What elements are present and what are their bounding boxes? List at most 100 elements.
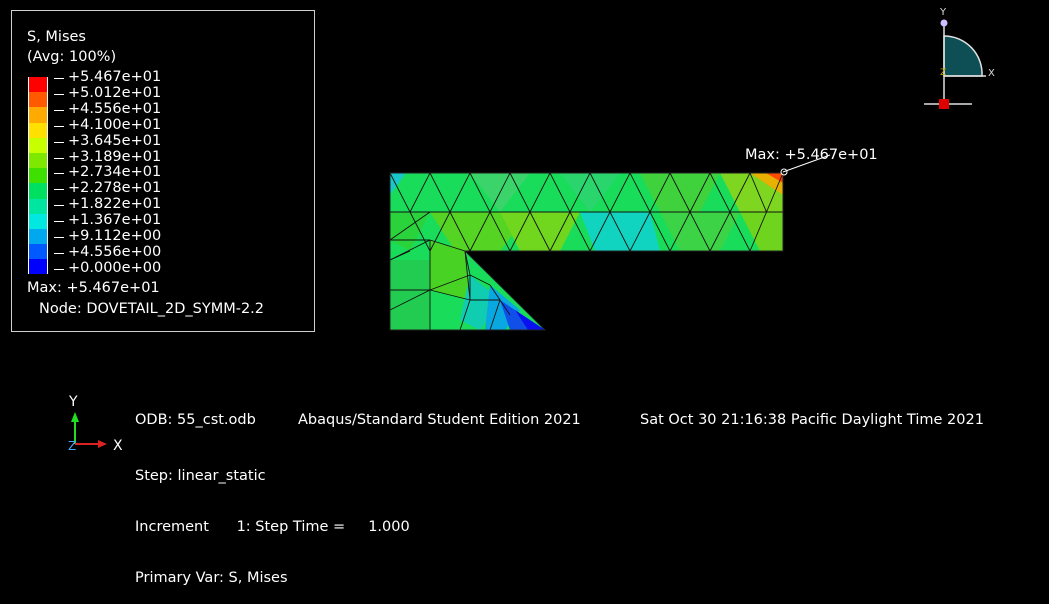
- mesh-edge: [569, 172, 591, 213]
- mesh-edge: [509, 172, 531, 213]
- color-bar-label: +4.556e+00: [54, 244, 161, 261]
- color-bar-label: +4.556e+01: [54, 101, 161, 118]
- svg-text:X: X: [988, 68, 995, 79]
- mesh-edge: [766, 172, 784, 213]
- color-bar-swatch: [28, 213, 48, 229]
- color-bar-label: +1.822e+01: [54, 196, 161, 213]
- mesh-edge: [389, 172, 411, 213]
- mesh-edge: [729, 211, 751, 252]
- mesh-edge: [469, 172, 491, 213]
- product-name: Abaqus/Standard Student Edition 2021: [298, 412, 581, 428]
- mesh-edge: [689, 172, 711, 213]
- product-info: Abaqus/Standard Student Edition 2021: [298, 412, 581, 429]
- mesh-edge: [489, 284, 501, 301]
- color-bar-labels: +5.467e+01 +5.012e+01 +4.556e+01 +4.100e+01…: [54, 69, 161, 277]
- legend-title: S, Mises: [27, 29, 86, 45]
- mesh-edge: [629, 172, 651, 213]
- mesh-edge: [469, 274, 491, 286]
- max-node-marker: [780, 168, 788, 176]
- color-bar-swatch: [28, 228, 48, 245]
- color-bar-swatch: [28, 137, 48, 153]
- color-bar-swatch: [28, 152, 48, 169]
- color-bar-label: +0.000e+00: [54, 260, 161, 277]
- mesh-edge: [589, 211, 611, 252]
- timestamp: Sat Oct 30 21:16:38 Pacific Daylight Tim…: [640, 412, 984, 428]
- mesh-edge: [649, 172, 671, 213]
- mesh-edge: [499, 299, 511, 316]
- mesh-edge: [589, 172, 611, 213]
- mesh-edge: [749, 211, 767, 252]
- mesh-edge: [469, 211, 491, 252]
- svg-text:Z: Z: [68, 439, 76, 453]
- color-bar: [28, 77, 48, 275]
- mesh-edge: [549, 172, 571, 213]
- step-name: Step: linear_static: [135, 468, 266, 484]
- mesh-edge: [464, 250, 471, 301]
- mesh-edge: [609, 172, 631, 213]
- global-coordinate-triad: Y X Z: [68, 394, 123, 454]
- mesh-edge: [429, 274, 471, 291]
- mesh-edge: [489, 299, 501, 331]
- color-bar-label: +1.367e+01: [54, 212, 161, 229]
- color-bar-swatch: [28, 107, 48, 123]
- mesh-edge: [549, 211, 571, 252]
- mesh-edge: [489, 211, 511, 252]
- color-bar-swatch: [28, 168, 48, 184]
- mesh-edge: [429, 211, 451, 252]
- svg-text:X: X: [113, 438, 123, 454]
- svg-text:Y: Y: [68, 394, 78, 410]
- svg-text:Z: Z: [940, 68, 946, 78]
- color-bar-swatch: [28, 77, 48, 93]
- mesh-edge: [449, 172, 471, 213]
- mesh-edge: [409, 172, 431, 213]
- color-bar-label: +9.112e+00: [54, 228, 161, 245]
- mesh-edges: [389, 172, 784, 331]
- svg-text:Y: Y: [939, 7, 947, 18]
- mesh-edge: [389, 289, 431, 311]
- step-info: Step: linear_static Increment 1: Step Ti…: [135, 434, 410, 604]
- mesh-edge: [449, 211, 471, 252]
- mesh-edge: [459, 299, 471, 331]
- mesh-edge: [409, 211, 431, 252]
- datetime-info: Sat Oct 30 21:16:38 Pacific Daylight Tim…: [640, 412, 984, 429]
- mesh-edge: [389, 250, 411, 261]
- mesh-edge: [709, 211, 731, 252]
- color-bar-label: +3.645e+01: [54, 133, 161, 150]
- mesh-edge: [569, 211, 591, 252]
- odb-name: ODB: 55_cst.odb: [135, 412, 256, 428]
- view-triad: Y X Z: [924, 7, 995, 109]
- max-leader-line: [782, 154, 831, 173]
- mesh-edge: [669, 172, 691, 213]
- mesh-edge: [529, 172, 551, 213]
- color-bar-swatch: [28, 92, 48, 108]
- symmetry-quadrant-icon: [943, 35, 983, 77]
- legend-max-node: Node: DOVETAIL_2D_SYMM-2.2: [39, 301, 265, 317]
- color-bar-swatch: [28, 122, 48, 138]
- mesh-edge: [389, 211, 431, 241]
- color-bar-swatch: [28, 183, 48, 199]
- color-bar-label: +5.012e+01: [54, 85, 161, 102]
- mesh-edge: [429, 239, 466, 252]
- color-bar-swatch: [28, 244, 48, 260]
- model-viewport[interactable]: [0, 0, 1049, 485]
- mesh-edge: [669, 211, 691, 252]
- mesh-edge: [489, 172, 511, 213]
- mesh-edge: [629, 211, 651, 252]
- mesh-edge: [429, 289, 471, 301]
- color-bar-label: +2.278e+01: [54, 180, 161, 197]
- primary-variable: Primary Var: S, Mises: [135, 570, 288, 586]
- odb-info-line: ODB: 55_cst.odb: [135, 412, 256, 429]
- color-bar-label: +2.734e+01: [54, 165, 161, 181]
- color-bar-label: +5.467e+01: [54, 69, 161, 86]
- increment-info: Increment 1: Step Time = 1.000: [135, 519, 410, 535]
- mesh-edge: [609, 211, 631, 252]
- mesh-edge: [649, 211, 671, 252]
- color-bar-label: +4.100e+01: [54, 117, 161, 134]
- mesh-edge: [529, 211, 551, 252]
- mesh-edge: [729, 172, 751, 213]
- mesh-edge: [749, 172, 767, 213]
- mesh-edge: [429, 172, 451, 213]
- legend-max-value: Max: +5.467e+01: [27, 280, 160, 296]
- color-bar-swatch: [28, 259, 48, 275]
- max-value-annotation: Max: +5.467e+01: [745, 147, 878, 163]
